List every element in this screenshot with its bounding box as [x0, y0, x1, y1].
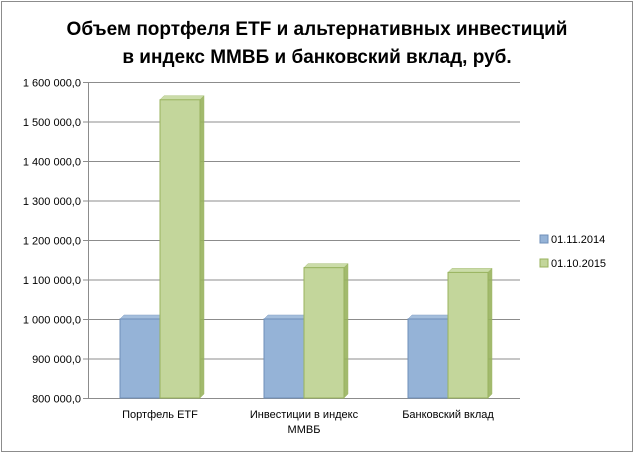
y-tick-label: 1 400 000,0 [23, 157, 81, 169]
y-tick-label: 800 000,0 [32, 394, 81, 406]
y-tick-label: 1 000 000,0 [23, 315, 81, 327]
bar-01.11.2014-1 [263, 318, 305, 399]
bar-top-face [119, 314, 165, 320]
bar-side-face [343, 263, 349, 399]
bar-01.10.2015-2 [447, 271, 489, 399]
x-category-label: ММВБ [288, 424, 321, 436]
legend-label-0: 01.11.2014 [551, 234, 605, 246]
bar-top-face [263, 314, 309, 320]
bar-01.10.2015-0 [159, 99, 201, 399]
legend-swatch-1 [539, 258, 549, 268]
y-tick-label: 1 300 000,0 [23, 196, 81, 208]
bar-top-face [407, 314, 453, 320]
bar-top-face [447, 268, 493, 273]
bar-01.11.2014-2 [407, 318, 449, 399]
bar-01.10.2015-1 [303, 267, 345, 399]
x-category-label: Банковский вклад [402, 409, 494, 421]
chart-title-line-1: Объем портфеля ETF и альтернативных инве… [66, 19, 568, 40]
chart-title: Объем портфеля ETF и альтернативных инве… [2, 16, 632, 72]
y-tick-label: 900 000,0 [32, 354, 81, 366]
y-tick-label: 1 200 000,0 [23, 236, 81, 248]
legend-label-1: 01.10.2015 [551, 258, 606, 270]
x-category-label: Инвестиции в индекс [250, 409, 359, 421]
y-tick-label: 1 600 000,0 [23, 78, 81, 90]
bar-top-face [159, 95, 205, 101]
legend-swatch-0 [539, 234, 549, 244]
bar-top-face [303, 263, 349, 268]
bar-side-face [487, 267, 493, 399]
x-category-label: Портфель ETF [122, 409, 198, 421]
y-tick-label: 1 500 000,0 [23, 117, 81, 129]
bar-01.11.2014-0 [119, 318, 161, 399]
bar-side-face [199, 95, 205, 399]
chart-title-line-2: в индекс ММВБ и банковский вклад, руб. [122, 47, 512, 68]
y-tick-label: 1 100 000,0 [23, 275, 81, 287]
